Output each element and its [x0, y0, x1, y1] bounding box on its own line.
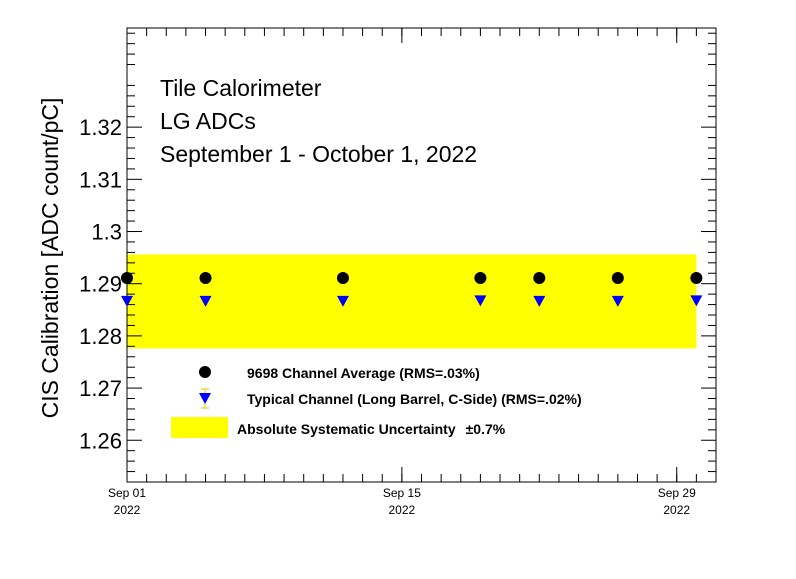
- y-tick-label: 1.3: [91, 220, 122, 245]
- data-point-channel-average: [199, 271, 212, 284]
- x-tick-label-year: 2022: [663, 503, 690, 517]
- legend-marker-typical-channel: [199, 393, 211, 404]
- legend-label-channel-average: 9698 Channel Average (RMS=.03%): [247, 365, 480, 381]
- legend-label-typical-channel: Typical Channel (Long Barrel, C-Side) (R…: [247, 391, 582, 407]
- x-tick-label: Sep 29: [658, 486, 696, 500]
- data-point-channel-average: [690, 271, 703, 284]
- y-tick-label: 1.31: [79, 167, 122, 192]
- data-point-typical-channel: [336, 295, 349, 307]
- data-point-typical-channel: [199, 295, 212, 307]
- legend-label-systematic-uncertainty: Absolute Systematic Uncertainty ±0.7%: [237, 421, 506, 437]
- x-tick-label-year: 2022: [114, 503, 141, 517]
- data-point-channel-average: [336, 271, 349, 284]
- title-line-3: September 1 - October 1, 2022: [160, 141, 477, 167]
- legend-swatch-systematic-uncertainty: [171, 417, 228, 438]
- data-point-channel-average: [533, 271, 546, 284]
- ticks-layer: 1.26 1.27 1.28 1.29 1.3 1.31 1.32 Sep 01 2022 Sep…: [79, 28, 717, 517]
- uncertainty-band-layer: [127, 254, 697, 349]
- data-point-typical-channel: [690, 295, 703, 307]
- legend-marker-channel-average: [199, 366, 211, 378]
- title-line-2: LG ADCs: [160, 108, 256, 134]
- data-point-typical-channel: [611, 295, 624, 307]
- legend-band-name: Absolute Systematic Uncertainty: [237, 421, 456, 437]
- data-point-typical-channel: [533, 295, 546, 307]
- y-tick-label: 1.32: [79, 115, 122, 140]
- y-axis-label: CIS Calibration [ADC count/pC]: [37, 98, 63, 419]
- y-tick-label: 1.28: [79, 324, 122, 349]
- y-tick-label: 1.26: [79, 428, 122, 453]
- data-point-typical-channel: [474, 295, 487, 307]
- data-point-channel-average: [474, 271, 487, 284]
- legend-band-suffix: ±0.7%: [466, 421, 506, 437]
- x-tick-label: Sep 15: [383, 486, 421, 500]
- data-point-channel-average: [611, 271, 624, 284]
- uncertainty-band: [127, 254, 697, 349]
- data-point-typical-channel: [121, 295, 133, 307]
- data-point-channel-average: [121, 271, 133, 284]
- legend: 9698 Channel Average (RMS=.03%) Typical …: [171, 365, 582, 438]
- x-tick-label: Sep 01: [108, 486, 146, 500]
- title-line-1: Tile Calorimeter: [160, 75, 322, 101]
- x-tick-label-year: 2022: [389, 503, 416, 517]
- y-tick-label: 1.29: [79, 272, 122, 297]
- y-tick-label: 1.27: [79, 376, 122, 401]
- data-points-layer: [121, 271, 703, 307]
